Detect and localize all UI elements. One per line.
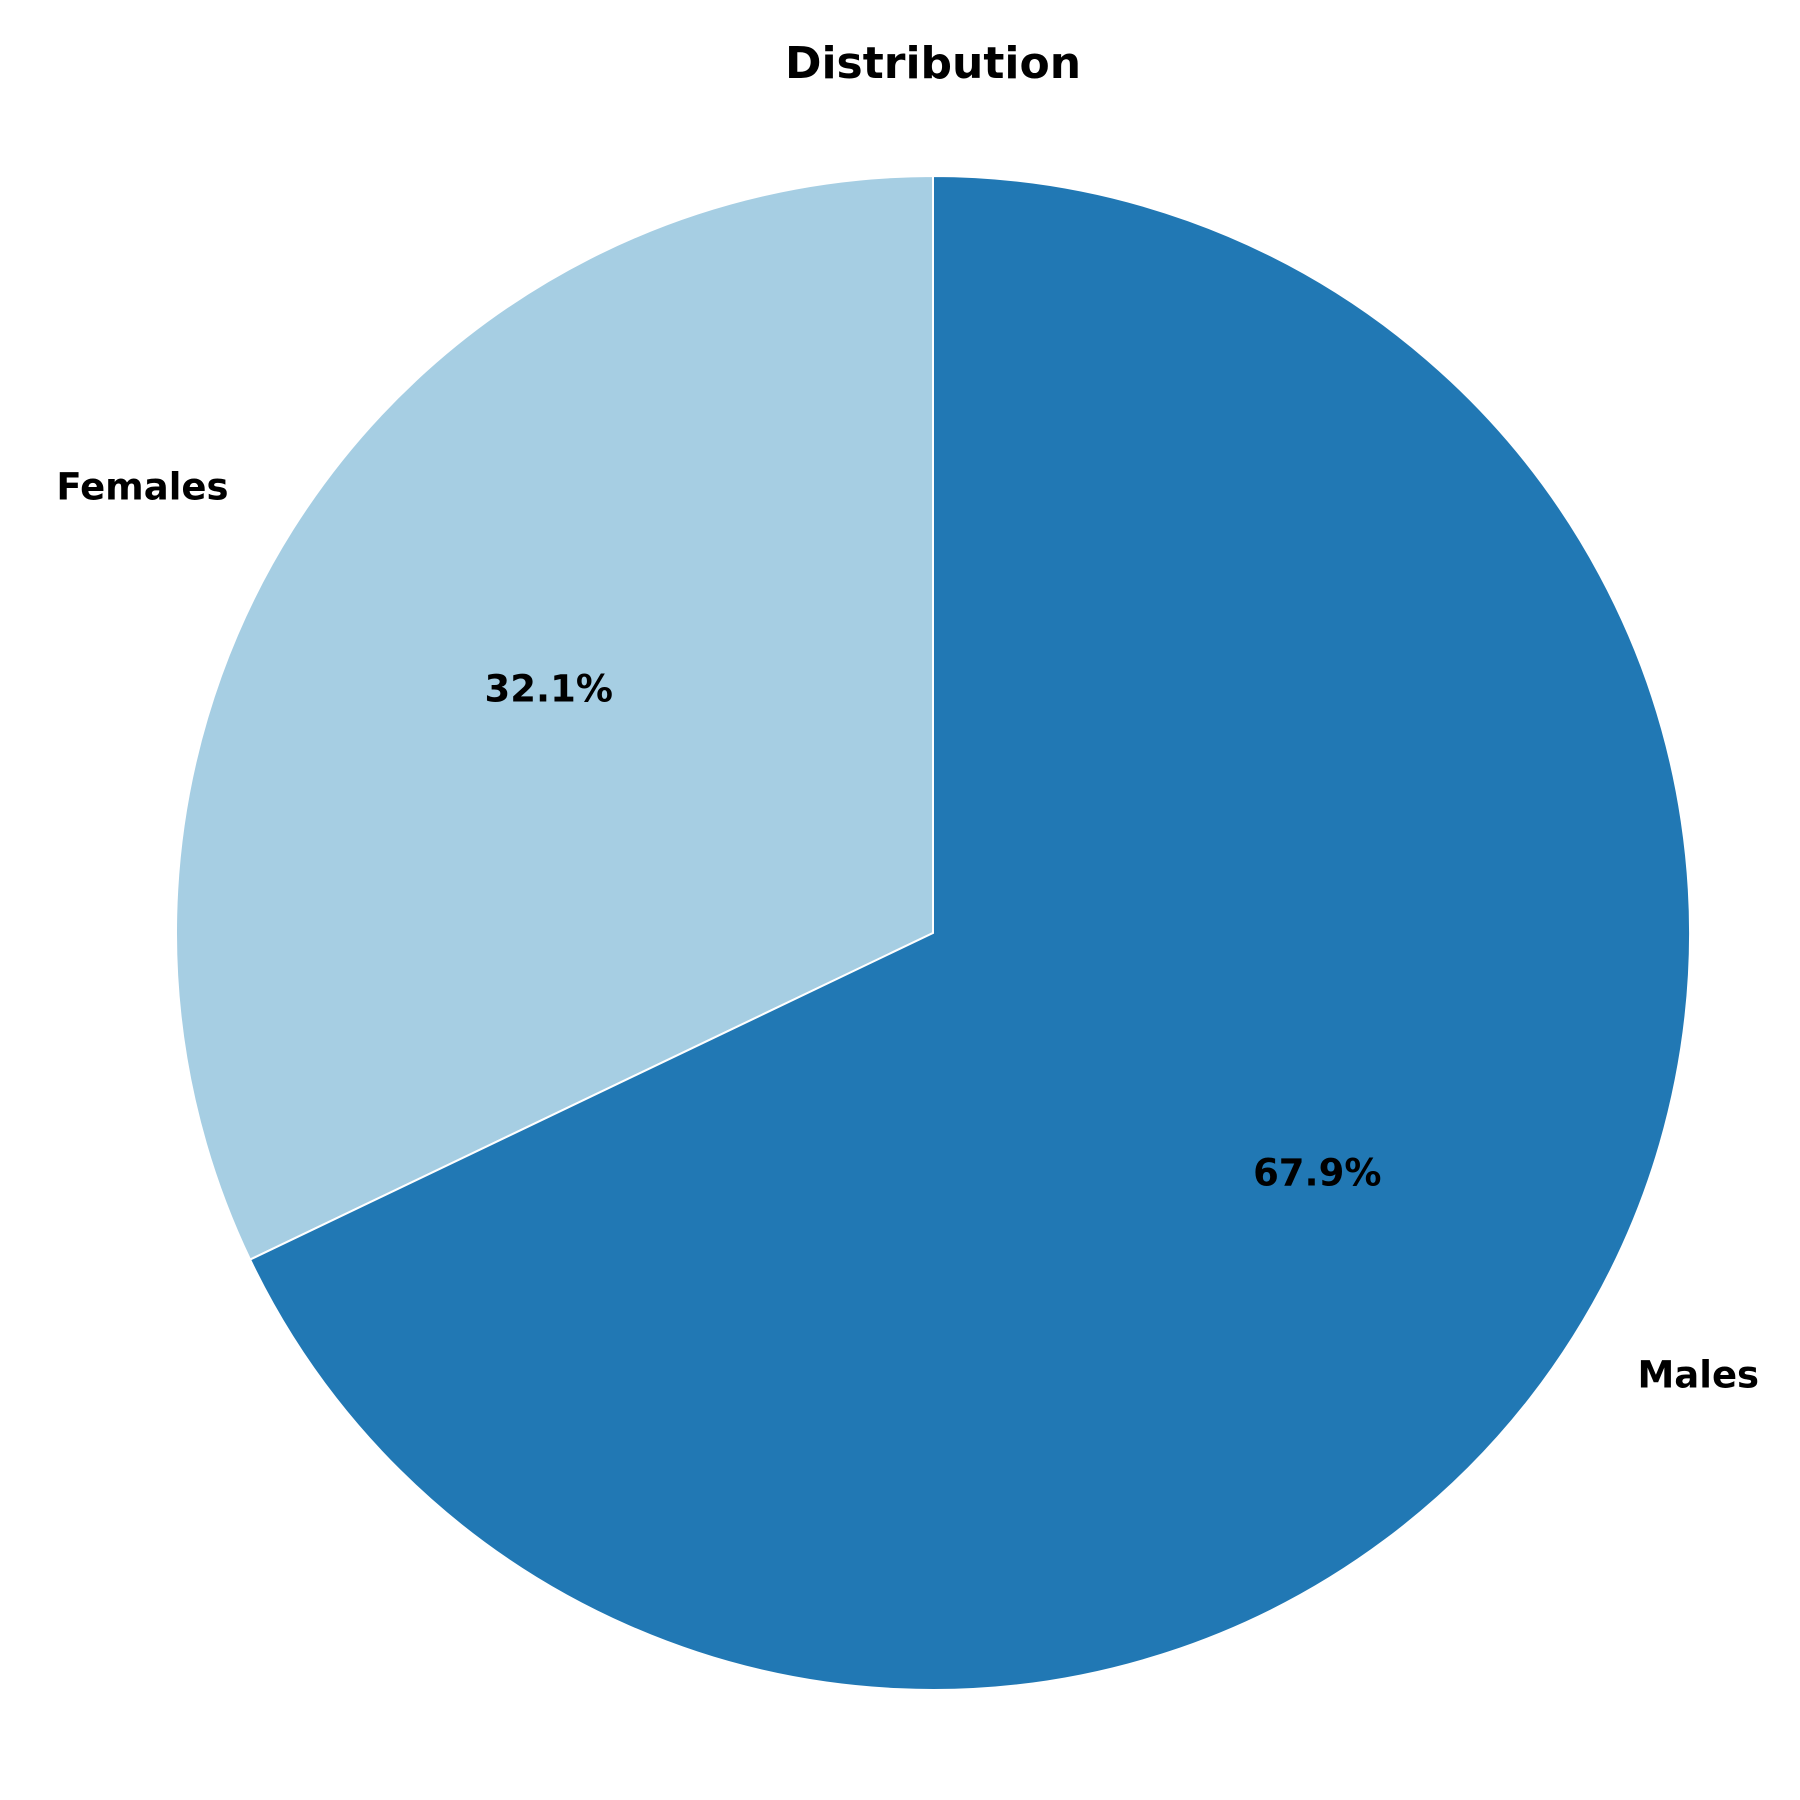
pie-slices <box>175 174 1691 1691</box>
pie-slice-males <box>248 174 1691 1691</box>
slice-label-females: Females <box>56 466 228 509</box>
pct-label-males: 67.9% <box>1253 1152 1381 1195</box>
slice-label-males: Males <box>1637 1353 1759 1396</box>
pie-labels: 32.1% Females 67.9% Males <box>56 466 1759 1397</box>
pct-label-females: 32.1% <box>485 667 613 710</box>
pie-slice-females <box>175 174 934 1261</box>
chart-title: Distribution <box>785 38 1081 89</box>
